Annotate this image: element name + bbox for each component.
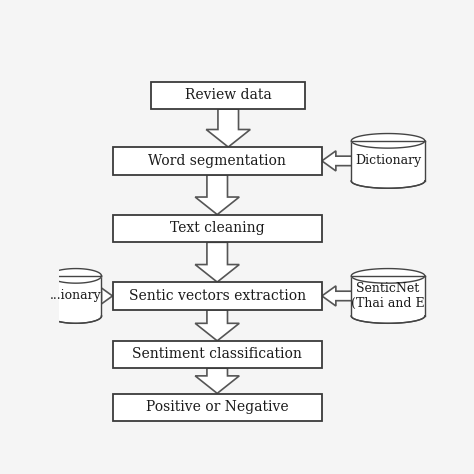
Text: Positive or Negative: Positive or Negative <box>146 400 289 414</box>
Text: Review data: Review data <box>185 88 272 102</box>
Text: ...ionary: ...ionary <box>50 290 101 302</box>
Polygon shape <box>206 109 250 147</box>
Text: Dictionary: Dictionary <box>355 155 421 167</box>
Polygon shape <box>351 276 425 316</box>
FancyBboxPatch shape <box>112 282 322 310</box>
Polygon shape <box>50 269 101 283</box>
Text: Sentic vectors extraction: Sentic vectors extraction <box>128 289 306 303</box>
Text: SenticNet
(Thai and E: SenticNet (Thai and E <box>351 282 425 310</box>
Polygon shape <box>50 309 101 323</box>
Polygon shape <box>322 151 360 171</box>
Polygon shape <box>351 309 425 323</box>
Text: Word segmentation: Word segmentation <box>148 154 286 168</box>
FancyBboxPatch shape <box>151 82 305 109</box>
Polygon shape <box>195 368 239 393</box>
Polygon shape <box>351 173 425 188</box>
FancyBboxPatch shape <box>112 215 322 242</box>
FancyBboxPatch shape <box>112 341 322 368</box>
Text: Sentiment classification: Sentiment classification <box>132 347 302 361</box>
Polygon shape <box>351 134 425 148</box>
FancyBboxPatch shape <box>112 393 322 421</box>
Text: Text cleaning: Text cleaning <box>170 221 264 236</box>
Polygon shape <box>195 310 239 341</box>
Polygon shape <box>351 269 425 283</box>
Polygon shape <box>322 286 360 306</box>
Polygon shape <box>195 175 239 215</box>
Polygon shape <box>99 286 112 306</box>
Polygon shape <box>351 141 425 181</box>
FancyBboxPatch shape <box>112 147 322 174</box>
Polygon shape <box>50 276 101 316</box>
Polygon shape <box>195 242 239 282</box>
